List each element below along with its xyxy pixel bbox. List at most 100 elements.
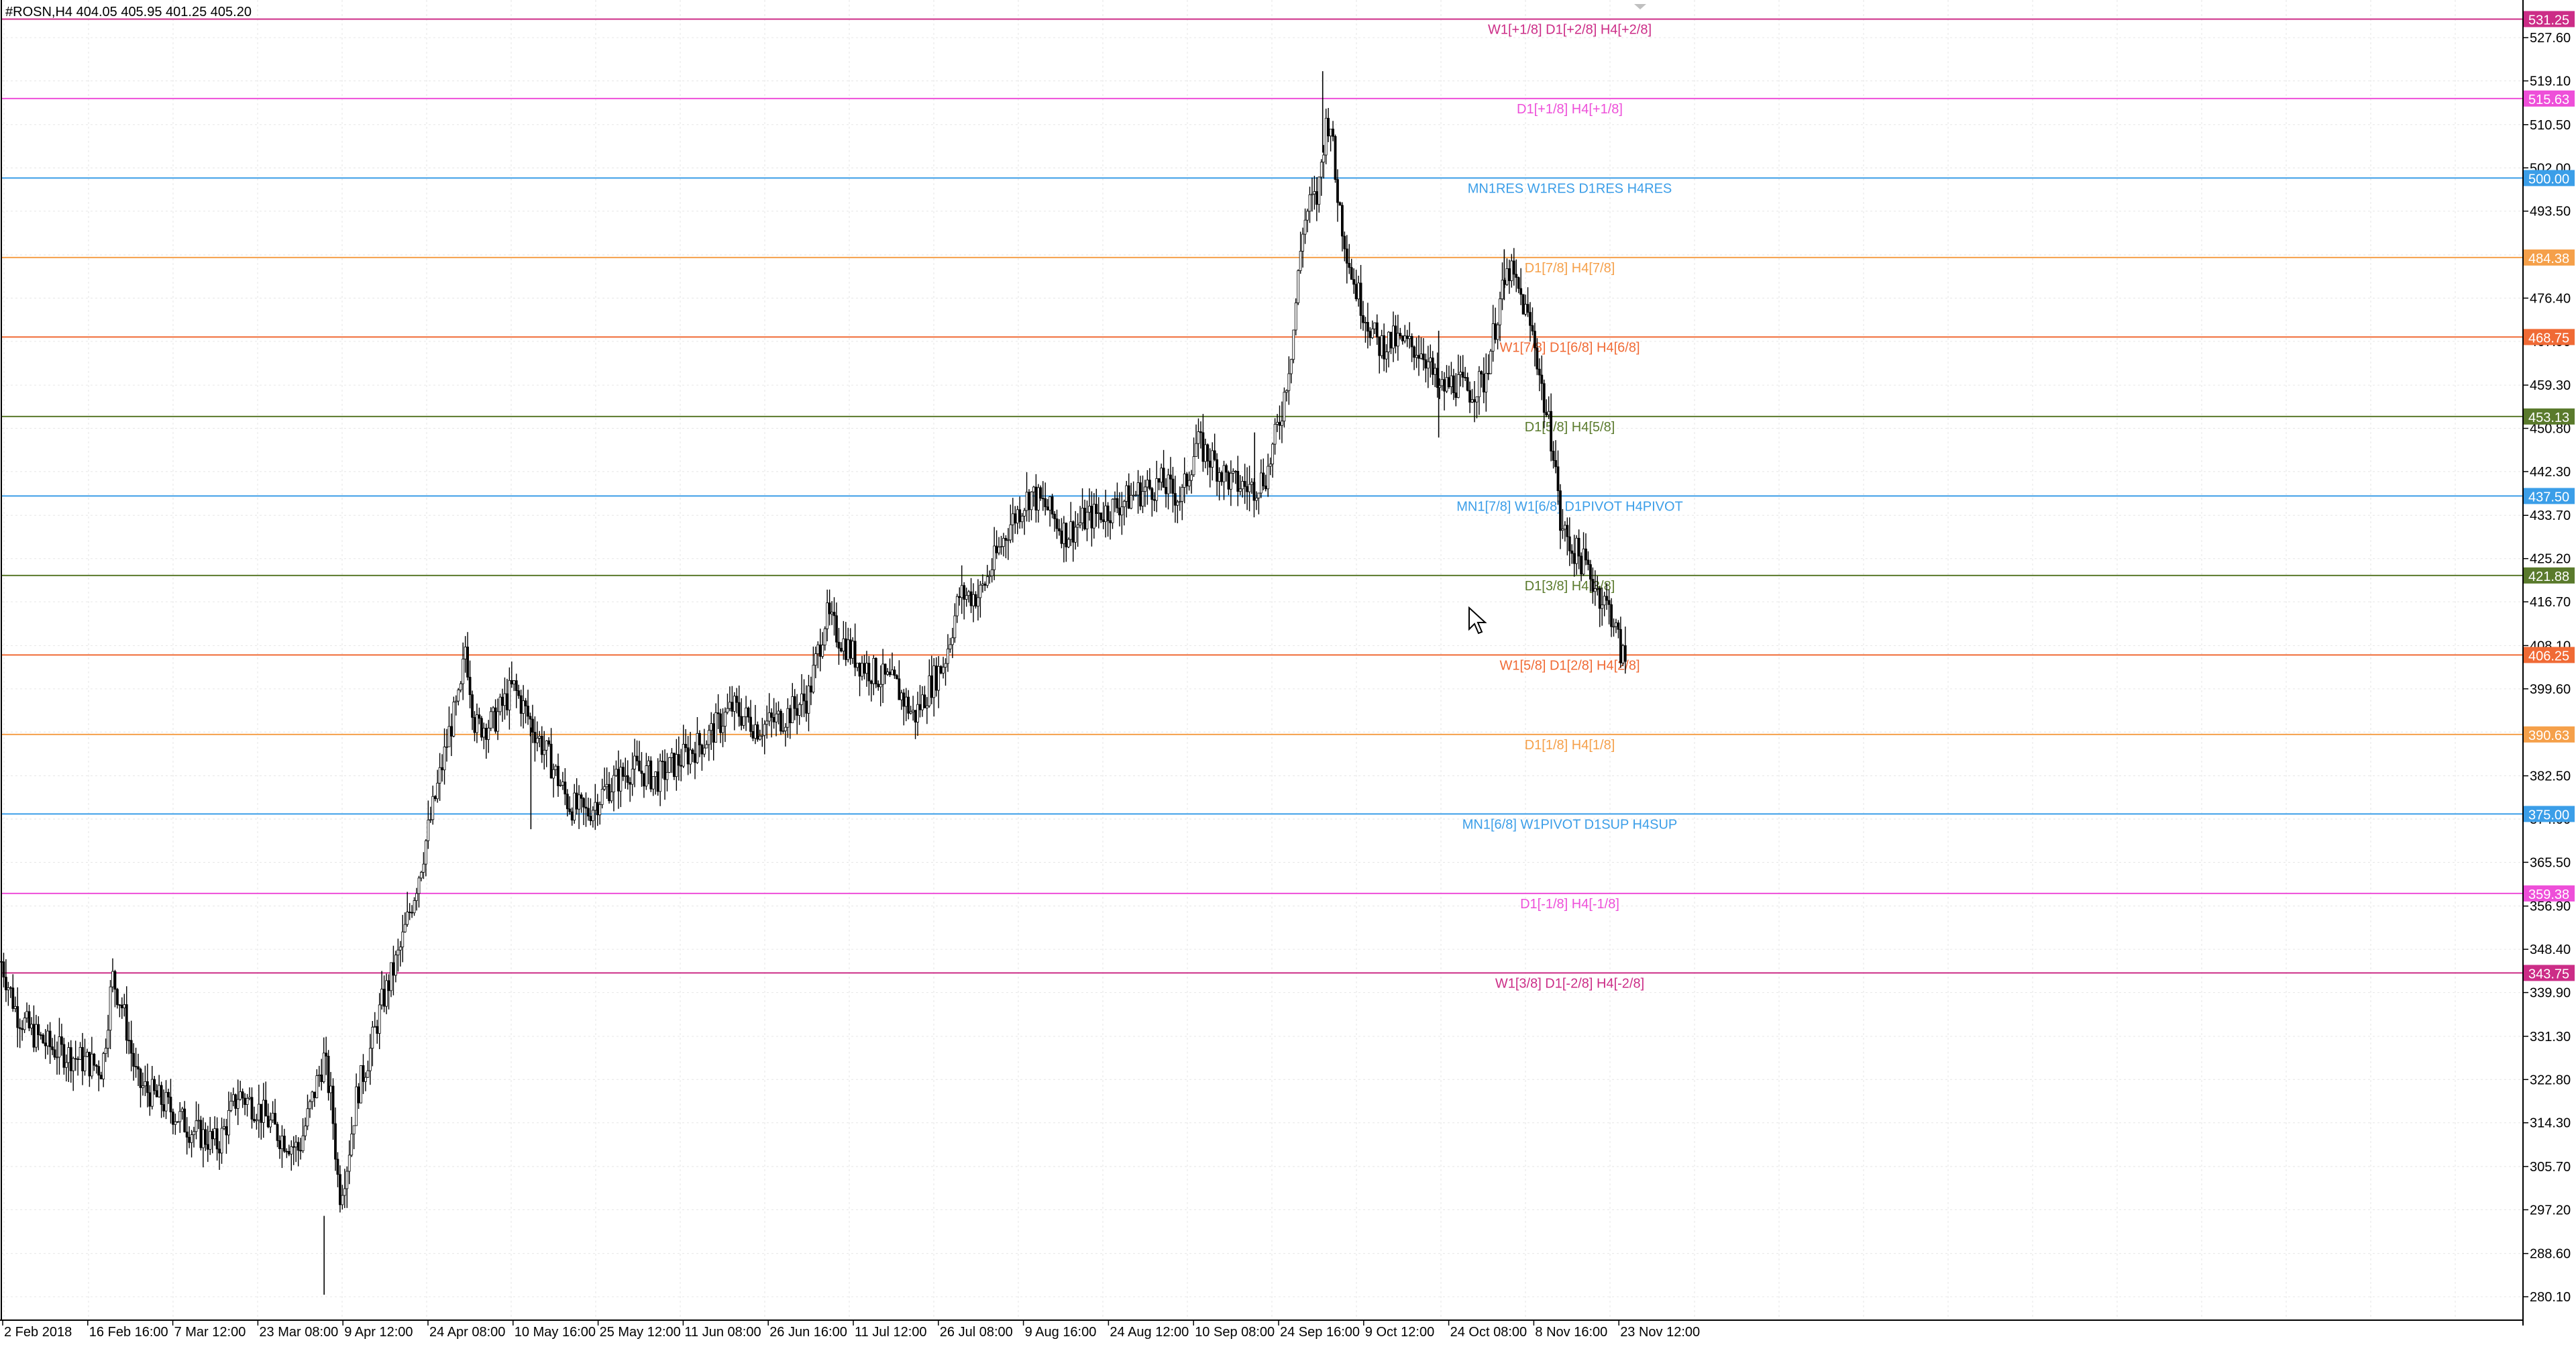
candle-body [2,961,5,978]
candle-body [125,1004,128,1041]
time-axis[interactable]: 2 Feb 2018 16 Feb 16:00 7 Mar 12:00 23 Mar … [2,1320,1700,1340]
candle-body [498,696,502,712]
candle-body [78,1046,82,1060]
candle-body [631,769,634,785]
candle-body [721,726,724,733]
candle-body [1076,525,1079,528]
candle-body [155,1090,158,1097]
time-tick-label: 26 Jul 08:00 [940,1325,1013,1340]
candle-body [345,1171,349,1189]
candle-body [837,641,841,649]
price-tags: 531.25 515.63 500.00 484.38 468.75 453.13 437.… [2524,11,2575,981]
candle-body [751,731,755,739]
scroll-marker-icon[interactable] [1634,4,1646,9]
candle-body [371,1026,374,1049]
price-tag-label: 531.25 [2528,13,2569,28]
candle-body [786,708,790,728]
candle-body [937,666,941,691]
candle-body [647,760,650,767]
candle-body [34,1024,38,1048]
candle-body [1396,333,1399,347]
symbol-info: #ROSN,H4 404.05 405.95 401.25 405.20 [5,5,252,19]
candle-body [262,1099,265,1123]
candle-body [1434,368,1437,375]
candle-body [1318,176,1321,205]
candle-body [1106,505,1110,521]
candle-body [874,658,877,685]
candle-body [411,912,414,914]
candle-body [1308,194,1311,212]
candle-body [1044,498,1047,508]
candle-body [195,1120,198,1132]
candle-body [851,641,855,659]
candle-body [963,585,966,600]
candle-body [1157,478,1161,483]
price-tag-label: 359.38 [2528,887,2569,902]
candle-body [1136,482,1140,496]
candle-body [480,718,483,738]
candle-body [1385,352,1388,360]
candle-body [543,749,546,755]
candle-body [1192,456,1195,476]
candle-body [1350,267,1353,280]
candle-body [651,776,655,790]
candle-body [1450,375,1453,387]
candle-body [1512,260,1515,275]
candle-body [869,680,873,684]
candle-body [1046,506,1049,510]
candle-body [1199,431,1202,433]
candle-body [1039,487,1042,499]
candle-body [44,1042,47,1046]
candle-body [1062,523,1065,544]
candle-body [373,1026,376,1028]
candle-body [1079,523,1082,526]
candle-body [390,962,392,991]
candle-body [1354,284,1358,299]
candle-body [223,1126,225,1129]
candle-body [508,680,511,710]
candle-body [1570,550,1574,554]
candle-body [1357,282,1360,299]
candle-body [921,694,924,710]
time-tick-label: 11 Jun 08:00 [684,1325,761,1340]
candle-body [839,647,843,652]
candle-body [311,1091,314,1102]
time-tick-label: 24 Aug 12:00 [1110,1325,1189,1340]
candle-body [737,702,741,717]
candle-body [185,1132,189,1138]
candle-body [930,676,933,698]
candle-body [1116,498,1119,508]
candle-body [529,716,532,720]
candle-body [1262,472,1265,486]
candle-body [169,1096,172,1113]
candle-body [1545,412,1548,415]
price-tick-label: 280.10 [2530,1290,2571,1305]
candle-body [1371,328,1374,338]
candle-body [1329,128,1332,137]
candle-body [264,1099,268,1117]
candle-body [1538,368,1541,376]
candle-body [1482,374,1485,392]
candle-body [619,767,623,792]
candle-body [172,1112,174,1125]
candle-body [1036,487,1040,510]
candle-body [148,1092,152,1107]
candle-body [283,1136,286,1152]
candle-body [1122,500,1126,508]
candle-body [32,1024,36,1048]
candle-body [1389,331,1393,349]
candle-body [758,735,761,740]
candle-body [229,1101,233,1111]
price-tag-label: 500.00 [2528,172,2569,186]
candle-body [99,1075,103,1079]
candle-body [13,1006,17,1009]
candle-body [1306,211,1309,221]
level-label: W1[5/8] D1[2/8] H4[2/8] [1500,658,1640,673]
candle-body [570,811,574,821]
candle-body [415,893,418,901]
candle-body [719,713,722,733]
candle-body [1127,485,1130,509]
candle-body [1216,459,1219,482]
